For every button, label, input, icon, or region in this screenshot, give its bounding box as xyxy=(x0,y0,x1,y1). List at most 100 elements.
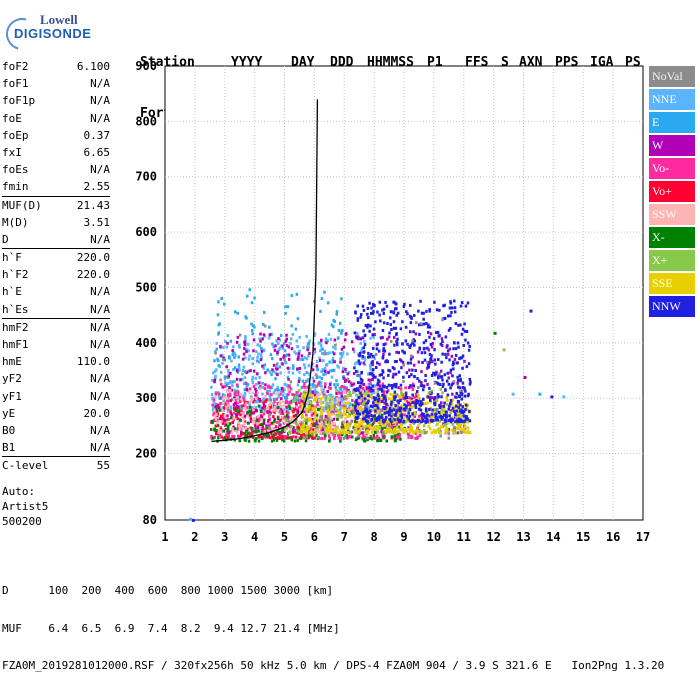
echo-point xyxy=(339,360,342,364)
echo-point xyxy=(278,430,282,434)
echo-point xyxy=(241,372,244,376)
param-value: N/A xyxy=(90,372,110,386)
echo-point xyxy=(435,398,439,402)
echo-point xyxy=(290,401,293,405)
echo-point xyxy=(292,414,296,418)
echo-point xyxy=(408,406,412,409)
echo-point xyxy=(379,397,382,400)
echo-point xyxy=(263,407,266,411)
echo-point xyxy=(282,426,285,430)
echo-point xyxy=(349,383,353,387)
echo-point xyxy=(342,425,345,429)
echo-point xyxy=(459,356,462,360)
echo-point xyxy=(310,413,314,417)
echo-point xyxy=(399,383,403,387)
echo-point xyxy=(262,401,265,405)
echo-point xyxy=(362,382,366,386)
param-name: C-level xyxy=(2,459,49,473)
echo-point xyxy=(411,405,414,409)
echo-point xyxy=(215,408,219,412)
echo-point xyxy=(414,436,417,440)
echo-point xyxy=(362,417,365,421)
echo-point xyxy=(351,391,355,395)
echo-point xyxy=(372,375,375,379)
echo-point xyxy=(241,357,245,361)
echo-point xyxy=(324,382,327,386)
echo-point xyxy=(350,340,354,344)
echo-point xyxy=(232,398,236,402)
echo-point xyxy=(243,393,246,397)
echo-point xyxy=(251,324,255,328)
echo-point xyxy=(287,345,290,349)
echo-point xyxy=(418,323,421,327)
echo-point xyxy=(217,431,220,435)
echo-point xyxy=(374,409,377,413)
echo-point xyxy=(469,380,472,384)
echo-point xyxy=(417,424,420,428)
echo-point xyxy=(331,356,335,360)
echo-point xyxy=(444,388,447,392)
echo-point xyxy=(326,409,330,412)
echo-point xyxy=(305,371,309,375)
echo-point xyxy=(287,357,291,361)
echo-point xyxy=(272,438,275,442)
echo-point xyxy=(382,376,385,380)
echo-point xyxy=(363,435,366,439)
echo-point xyxy=(388,369,392,373)
echo-point xyxy=(307,354,310,358)
echo-point xyxy=(311,382,315,386)
x-tick-label: 17 xyxy=(636,530,650,544)
echo-point xyxy=(273,417,276,421)
echo-point xyxy=(356,304,359,308)
echo-point xyxy=(217,428,220,432)
echo-point xyxy=(353,424,357,428)
logo-digisonde: DIGISONDE xyxy=(14,26,92,41)
echo-point xyxy=(387,405,390,409)
param-row: yF2 N/A xyxy=(2,370,110,387)
echo-point xyxy=(211,378,214,382)
echo-point xyxy=(285,392,288,396)
echo-point xyxy=(238,395,242,399)
echo-point xyxy=(411,339,414,343)
echo-point xyxy=(247,421,250,425)
echo-point xyxy=(320,406,324,410)
echo-point xyxy=(221,385,224,389)
echo-point xyxy=(305,416,309,420)
echo-point xyxy=(227,371,230,375)
echo-point xyxy=(347,409,350,413)
echo-point xyxy=(245,350,248,353)
echo-point xyxy=(254,423,258,427)
echo-point xyxy=(323,290,326,294)
echo-point xyxy=(268,427,271,430)
echo-point xyxy=(223,395,226,399)
echo-point xyxy=(429,406,432,410)
echo-point xyxy=(346,407,349,411)
echo-point xyxy=(446,429,449,433)
echo-point xyxy=(459,377,462,381)
echo-point xyxy=(225,396,229,400)
echo-point xyxy=(387,397,391,401)
echo-point xyxy=(315,425,319,429)
echo-point xyxy=(279,406,283,410)
echo-point xyxy=(294,396,298,400)
echo-point xyxy=(418,403,421,407)
echo-point xyxy=(296,367,299,371)
echo-point xyxy=(218,322,221,326)
echo-point xyxy=(409,420,413,424)
echo-point xyxy=(260,437,264,440)
echo-point xyxy=(214,404,217,408)
echo-point xyxy=(277,391,280,395)
echo-point xyxy=(390,422,394,426)
echo-point xyxy=(287,393,290,397)
legend-vo: Vo- xyxy=(649,158,695,179)
echo-point xyxy=(378,410,382,414)
echo-point xyxy=(253,420,256,424)
echo-point xyxy=(348,390,351,394)
echo-point xyxy=(236,401,239,405)
echo-point xyxy=(228,392,232,396)
echo-point xyxy=(233,388,237,392)
echo-point xyxy=(440,424,444,428)
param-value: N/A xyxy=(90,338,110,351)
echo-point xyxy=(330,323,334,327)
echo-point xyxy=(266,391,269,395)
